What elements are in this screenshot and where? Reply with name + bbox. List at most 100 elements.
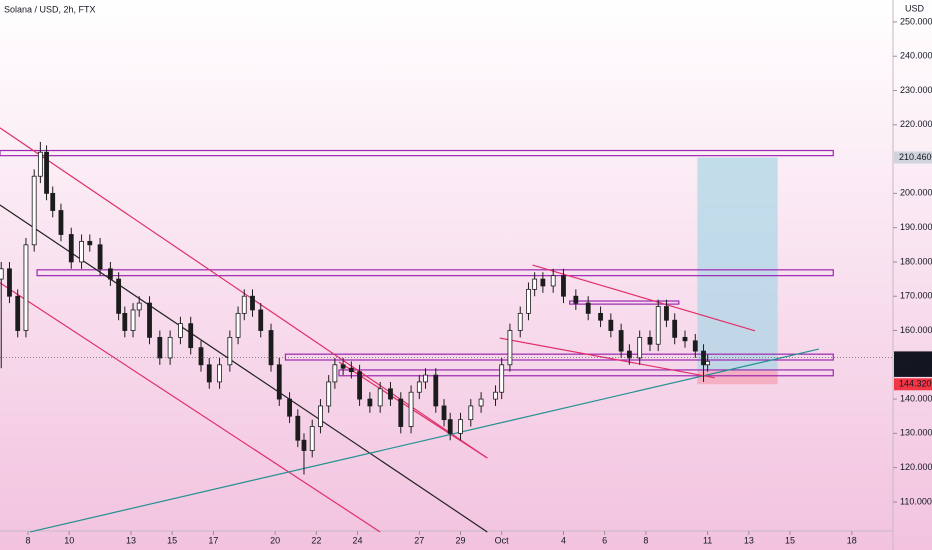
candle-body bbox=[499, 364, 505, 393]
x-tick-label: 18 bbox=[847, 535, 857, 545]
candle-body bbox=[198, 347, 204, 366]
y-tick-label: 130.0000 bbox=[900, 428, 932, 438]
candle-body bbox=[217, 364, 222, 383]
price-label-bg bbox=[894, 378, 932, 391]
x-tick-label: 11 bbox=[703, 535, 712, 545]
candle-body bbox=[130, 309, 136, 331]
candle-body bbox=[664, 306, 669, 321]
candle-body bbox=[68, 234, 74, 263]
candle-body bbox=[295, 415, 301, 441]
x-tick-label: 17 bbox=[208, 535, 218, 545]
trend-line bbox=[0, 282, 381, 533]
candle-body bbox=[332, 364, 338, 383]
zone bbox=[338, 369, 834, 377]
candle-body bbox=[87, 240, 93, 246]
candle-body bbox=[647, 336, 653, 345]
y-tick-label: 140.0000 bbox=[900, 393, 932, 403]
y-tick-label: 170.0000 bbox=[900, 291, 932, 301]
candle-body bbox=[167, 336, 173, 359]
candle-body bbox=[540, 278, 546, 287]
candle-body bbox=[692, 340, 698, 352]
y-tick-label: 220.0000 bbox=[900, 119, 932, 129]
zone bbox=[36, 269, 834, 277]
candle-body bbox=[573, 295, 579, 304]
candle-body bbox=[507, 330, 513, 366]
x-tick-label: 29 bbox=[455, 535, 465, 545]
candle-body bbox=[637, 336, 643, 359]
candle-body bbox=[398, 398, 404, 427]
candle-body bbox=[608, 319, 614, 331]
candle-body bbox=[309, 426, 315, 451]
candle-body bbox=[447, 419, 453, 434]
y-tick-label: 240.0000 bbox=[900, 51, 932, 61]
position-target bbox=[697, 157, 778, 371]
candle-body bbox=[682, 336, 688, 342]
candle-body bbox=[97, 244, 103, 270]
candle-body bbox=[701, 350, 706, 366]
candle-body bbox=[31, 175, 37, 246]
y-tick-label: 230.0000 bbox=[900, 85, 932, 95]
candle-body bbox=[585, 302, 591, 314]
price-label: 210.4600 bbox=[899, 152, 932, 162]
candle-body bbox=[268, 330, 274, 366]
x-tick-label: 8 bbox=[643, 535, 648, 545]
candle-body bbox=[206, 364, 212, 383]
chart-title: Solana / USD, 2h, FTX bbox=[4, 4, 96, 14]
candle-body bbox=[188, 323, 194, 349]
y-tick-label: 180.0000 bbox=[900, 256, 932, 266]
candle-body bbox=[157, 336, 163, 359]
candle-body bbox=[478, 398, 484, 407]
candle-body bbox=[37, 151, 43, 177]
candle-body bbox=[408, 391, 414, 427]
candle-body bbox=[468, 405, 474, 421]
candle-body bbox=[23, 244, 29, 331]
trend-line bbox=[499, 337, 715, 379]
candle-body bbox=[340, 364, 346, 369]
candle-body bbox=[122, 312, 128, 331]
trend-line bbox=[532, 264, 756, 332]
candle-body bbox=[493, 391, 498, 400]
x-tick-label: 13 bbox=[126, 535, 136, 545]
price-label-bg bbox=[894, 151, 932, 164]
price-label: 144.3200 bbox=[899, 379, 932, 389]
candle-body bbox=[107, 268, 113, 280]
price-label: 152.1600 bbox=[899, 352, 932, 362]
price-label-bg bbox=[894, 364, 932, 377]
candle-body bbox=[416, 381, 422, 393]
candle-body bbox=[241, 295, 247, 314]
candle-body bbox=[655, 306, 661, 345]
candle-body bbox=[58, 210, 64, 235]
y-tick-label: 200.0000 bbox=[900, 188, 932, 198]
candle-body bbox=[276, 364, 282, 400]
x-tick-label: 6 bbox=[602, 535, 607, 545]
y-tick-label: 120.0000 bbox=[900, 462, 932, 472]
candle-body bbox=[672, 319, 678, 338]
candle-body bbox=[287, 398, 292, 417]
candle-body bbox=[15, 295, 21, 331]
x-tick-label: 27 bbox=[414, 535, 424, 545]
candle-body bbox=[318, 405, 323, 427]
x-tick-label: 15 bbox=[167, 535, 177, 545]
candle-body bbox=[705, 360, 711, 366]
x-tick-label: 4 bbox=[561, 535, 566, 545]
candle-body bbox=[250, 295, 255, 311]
y-tick-label: 250.0000 bbox=[900, 16, 932, 26]
candle-body bbox=[618, 330, 624, 352]
candle-body bbox=[561, 275, 566, 297]
candle-body bbox=[367, 398, 373, 407]
x-tick-label: 20 bbox=[270, 535, 280, 545]
x-tick-label: Oct bbox=[495, 535, 510, 545]
x-tick-label: 13 bbox=[744, 535, 754, 545]
candle-body bbox=[258, 309, 264, 331]
y-tick-label: 160.0000 bbox=[900, 325, 932, 335]
candle-body bbox=[377, 388, 383, 407]
candle-body bbox=[7, 268, 12, 297]
candle-body bbox=[147, 302, 152, 338]
candle-body bbox=[44, 151, 49, 194]
candle-body bbox=[79, 240, 84, 263]
candle-body bbox=[301, 439, 307, 451]
candle-body bbox=[441, 405, 447, 421]
candle-body bbox=[326, 381, 332, 407]
